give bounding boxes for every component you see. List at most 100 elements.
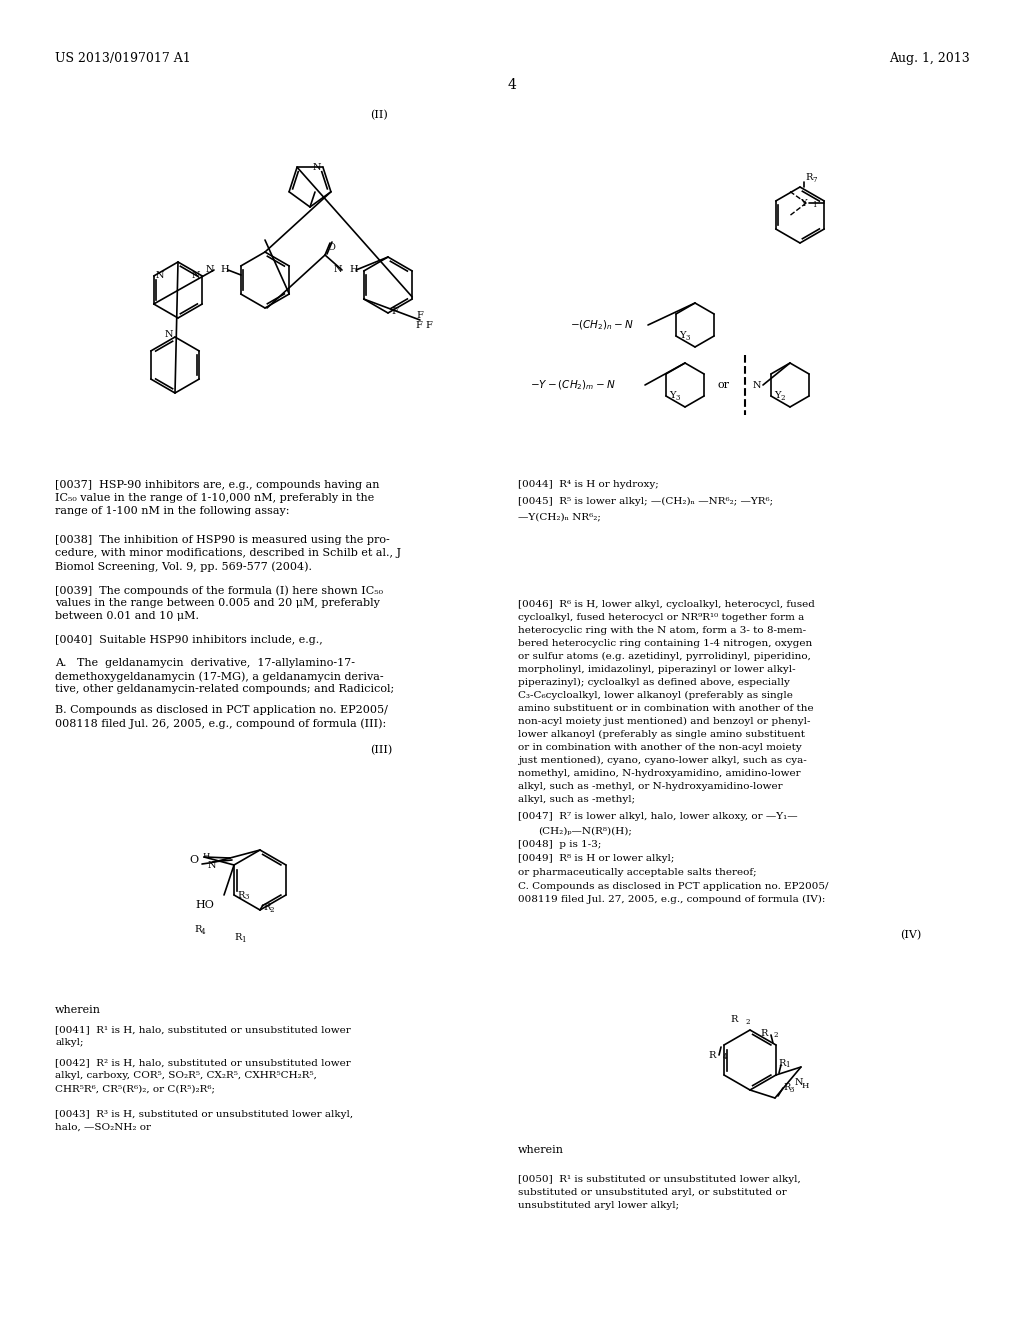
Text: [0037]  HSP-90 inhibitors are, e.g., compounds having an: [0037] HSP-90 inhibitors are, e.g., comp… [55, 480, 380, 490]
Text: R: R [263, 903, 270, 912]
Text: amino substituent or in combination with another of the: amino substituent or in combination with… [518, 704, 814, 713]
Text: demethoxygeldanamycin (17-MG), a geldanamycin deriva-: demethoxygeldanamycin (17-MG), a geldana… [55, 671, 384, 681]
Text: —Y(CH₂)ₙ NR⁶₂;: —Y(CH₂)ₙ NR⁶₂; [518, 512, 601, 521]
Text: (II): (II) [370, 110, 388, 120]
Text: or sulfur atoms (e.g. azetidinyl, pyrrolidinyl, piperidino,: or sulfur atoms (e.g. azetidinyl, pyrrol… [518, 652, 811, 661]
Text: or pharmaceutically acceptable salts thereof;: or pharmaceutically acceptable salts the… [518, 869, 757, 876]
Text: wherein: wherein [518, 1144, 564, 1155]
Text: R: R [237, 891, 245, 899]
Text: N: N [156, 272, 164, 281]
Text: IC₅₀ value in the range of 1-10,000 nM, preferably in the: IC₅₀ value in the range of 1-10,000 nM, … [55, 492, 374, 503]
Text: 008119 filed Jul. 27, 2005, e.g., compound of formula (IV):: 008119 filed Jul. 27, 2005, e.g., compou… [518, 895, 825, 904]
Text: F: F [415, 321, 422, 330]
Text: wherein: wherein [55, 1005, 101, 1015]
Text: piperazinyl); cycloalkyl as defined above, especially: piperazinyl); cycloalkyl as defined abov… [518, 678, 790, 688]
Text: N: N [334, 265, 342, 275]
Text: $-(CH_2)_n-N$: $-(CH_2)_n-N$ [570, 318, 634, 331]
Text: C₃-C₆cycloalkyl, lower alkanoyl (preferably as single: C₃-C₆cycloalkyl, lower alkanoyl (prefera… [518, 690, 793, 700]
Text: [0048]  p is 1-3;: [0048] p is 1-3; [518, 840, 601, 849]
Text: cedure, with minor modifications, described in Schilb et al., J: cedure, with minor modifications, descri… [55, 548, 401, 558]
Text: bered heterocyclic ring containing 1-4 nitrogen, oxygen: bered heterocyclic ring containing 1-4 n… [518, 639, 812, 648]
Text: 1: 1 [812, 201, 817, 209]
Text: N: N [165, 330, 173, 339]
Text: values in the range between 0.005 and 20 μM, preferably: values in the range between 0.005 and 20… [55, 598, 380, 609]
Text: H: H [802, 1081, 809, 1089]
Text: alkyl, such as -methyl, or N-hydroxyamidino-lower: alkyl, such as -methyl, or N-hydroxyamid… [518, 781, 782, 791]
Text: alkyl, such as -methyl;: alkyl, such as -methyl; [518, 795, 635, 804]
Text: H: H [220, 265, 228, 275]
Text: Y: Y [774, 392, 780, 400]
Text: lower alkanoyl (preferably as single amino substituent: lower alkanoyl (preferably as single ami… [518, 730, 805, 739]
Text: nomethyl, amidino, N-hydroxyamidino, amidino-lower: nomethyl, amidino, N-hydroxyamidino, ami… [518, 770, 801, 777]
Text: N: N [795, 1078, 804, 1086]
Text: US 2013/0197017 A1: US 2013/0197017 A1 [55, 51, 190, 65]
Text: [0049]  R⁸ is H or lower alkyl;: [0049] R⁸ is H or lower alkyl; [518, 854, 675, 863]
Text: C. Compounds as disclosed in PCT application no. EP2005/: C. Compounds as disclosed in PCT applica… [518, 882, 828, 891]
Text: Y: Y [669, 392, 676, 400]
Text: H: H [349, 265, 357, 275]
Text: R: R [194, 925, 202, 935]
Text: 3: 3 [790, 1086, 795, 1094]
Text: heterocyclic ring with the N atom, form a 3- to 8-mem-: heterocyclic ring with the N atom, form … [518, 626, 806, 635]
Text: F: F [391, 306, 398, 315]
Text: 4: 4 [508, 78, 516, 92]
Text: [0047]  R⁷ is lower alkyl, halo, lower alkoxy, or —Y₁—: [0047] R⁷ is lower alkyl, halo, lower al… [518, 812, 798, 821]
Text: alkyl;: alkyl; [55, 1038, 84, 1047]
Text: Aug. 1, 2013: Aug. 1, 2013 [889, 51, 970, 65]
Text: H: H [203, 851, 210, 861]
Text: R: R [709, 1051, 716, 1060]
Text: N: N [312, 162, 321, 172]
Text: 4: 4 [201, 928, 206, 936]
Text: 2: 2 [781, 393, 785, 403]
Text: [0042]  R² is H, halo, substituted or unsubstituted lower: [0042] R² is H, halo, substituted or uns… [55, 1059, 351, 1067]
Text: 2: 2 [774, 1031, 778, 1039]
Text: R: R [805, 173, 812, 182]
Text: N: N [206, 265, 214, 275]
Text: $-Y-(CH_2)_m-N$: $-Y-(CH_2)_m-N$ [530, 379, 615, 392]
Text: range of 1-100 nM in the following assay:: range of 1-100 nM in the following assay… [55, 506, 290, 516]
Text: or: or [718, 380, 730, 389]
Text: 008118 filed Jul. 26, 2005, e.g., compound of formula (III):: 008118 filed Jul. 26, 2005, e.g., compou… [55, 718, 386, 729]
Text: between 0.01 and 10 μM.: between 0.01 and 10 μM. [55, 611, 199, 620]
Text: Biomol Screening, Vol. 9, pp. 569-577 (2004).: Biomol Screening, Vol. 9, pp. 569-577 (2… [55, 561, 312, 572]
Text: 3: 3 [244, 894, 249, 902]
Text: O: O [188, 855, 198, 865]
Text: alkyl, carboxy, COR⁵, SO₂R⁵, CX₂R⁵, CXHR⁵CH₂R⁵,: alkyl, carboxy, COR⁵, SO₂R⁵, CX₂R⁵, CXHR… [55, 1071, 316, 1080]
Text: Y: Y [679, 331, 685, 341]
Text: N: N [753, 380, 762, 389]
Text: 2: 2 [270, 906, 274, 913]
Text: tive, other geldanamycin-related compounds; and Radicicol;: tive, other geldanamycin-related compoun… [55, 684, 394, 694]
Text: A.   The  geldanamycin  derivative,  17-allylamino-17-: A. The geldanamycin derivative, 17-allyl… [55, 657, 355, 668]
Text: HO: HO [196, 900, 214, 909]
Text: [0046]  R⁶ is H, lower alkyl, cycloalkyl, heterocycl, fused: [0046] R⁶ is H, lower alkyl, cycloalkyl,… [518, 601, 815, 609]
Text: [0041]  R¹ is H, halo, substituted or unsubstituted lower: [0041] R¹ is H, halo, substituted or uns… [55, 1026, 351, 1034]
Text: [0039]  The compounds of the formula (I) here shown IC₅₀: [0039] The compounds of the formula (I) … [55, 585, 383, 595]
Text: 1: 1 [785, 1061, 790, 1069]
Text: [0045]  R⁵ is lower alkyl; —(CH₂)ₙ —NR⁶₂; —YR⁶;: [0045] R⁵ is lower alkyl; —(CH₂)ₙ —NR⁶₂;… [518, 498, 773, 506]
Text: R: R [778, 1059, 785, 1068]
Text: [0044]  R⁴ is H or hydroxy;: [0044] R⁴ is H or hydroxy; [518, 480, 658, 488]
Text: (IV): (IV) [900, 931, 922, 940]
Text: [0040]  Suitable HSP90 inhibitors include, e.g.,: [0040] Suitable HSP90 inhibitors include… [55, 635, 323, 645]
Text: O: O [327, 243, 335, 252]
Text: CHR⁵R⁶, CR⁵(R⁶)₂, or C(R⁵)₂R⁶;: CHR⁵R⁶, CR⁵(R⁶)₂, or C(R⁵)₂R⁶; [55, 1084, 215, 1093]
Text: non-acyl moiety just mentioned) and benzoyl or phenyl-: non-acyl moiety just mentioned) and benz… [518, 717, 811, 726]
Text: or in combination with another of the non-acyl moiety: or in combination with another of the no… [518, 743, 802, 752]
Text: R: R [761, 1028, 768, 1038]
Text: Y: Y [800, 198, 806, 207]
Text: F: F [425, 321, 432, 330]
Text: (CH₂)ₚ—N(R⁸)(H);: (CH₂)ₚ—N(R⁸)(H); [538, 826, 632, 836]
Text: 7: 7 [812, 176, 816, 183]
Text: 1: 1 [241, 936, 246, 944]
Text: [0038]  The inhibition of HSP90 is measured using the pro-: [0038] The inhibition of HSP90 is measur… [55, 535, 390, 545]
Text: 3: 3 [686, 334, 690, 342]
Text: halo, —SO₂NH₂ or: halo, —SO₂NH₂ or [55, 1123, 151, 1133]
Text: F: F [417, 310, 424, 319]
Text: unsubstituted aryl lower alkyl;: unsubstituted aryl lower alkyl; [518, 1201, 679, 1210]
Text: 2: 2 [745, 1018, 750, 1026]
Text: [0043]  R³ is H, substituted or unsubstituted lower alkyl,: [0043] R³ is H, substituted or unsubstit… [55, 1110, 353, 1119]
Text: B. Compounds as disclosed in PCT application no. EP2005/: B. Compounds as disclosed in PCT applica… [55, 705, 388, 715]
Text: N: N [191, 272, 201, 281]
Text: [0050]  R¹ is substituted or unsubstituted lower alkyl,: [0050] R¹ is substituted or unsubstitute… [518, 1175, 801, 1184]
Text: (III): (III) [370, 744, 392, 755]
